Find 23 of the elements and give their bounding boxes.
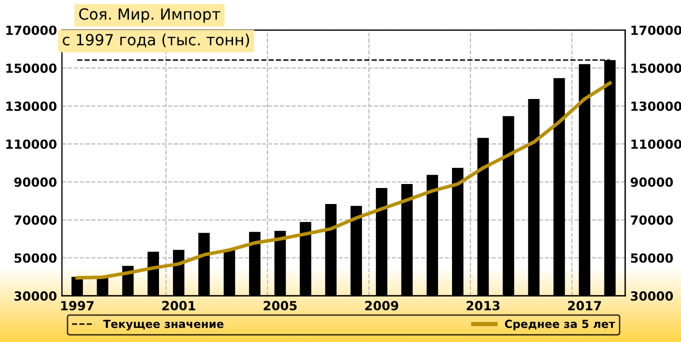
y-tick-label: 110000 [6,139,57,149]
legend-label: Текущее значение [103,320,224,330]
y2-tick-label: 70000 [630,215,673,225]
y-tick-label: 150000 [6,64,57,73]
x-tick-label: 2013 [466,300,500,310]
chart-title: Соя. Мир. Импорт [79,8,220,23]
y2-tick-label: 30000 [630,291,673,301]
legend-label: Среднее за 5 лет [504,320,616,330]
x-tick-label: 1997 [61,300,94,310]
y-tick-label: 90000 [14,177,57,187]
y2-tick-label: 50000 [630,253,673,263]
y-tick-label: 130000 [6,101,57,111]
x-tick-label: 2017 [568,300,601,310]
x-tick-label: 2001 [162,300,196,310]
y-tick-label: 170000 [6,26,57,36]
x-tick-label: 2005 [264,300,297,310]
y-tick-label: 70000 [14,215,57,225]
line-series [75,81,612,280]
y2-tick-label: 90000 [630,177,673,187]
y-tick-label: 50000 [14,253,57,263]
x-tick-label: 2009 [365,300,398,310]
chart-subtitle: с 1997 года (тыс. тонн) [62,34,250,48]
y-tick-label: 30000 [14,291,57,301]
